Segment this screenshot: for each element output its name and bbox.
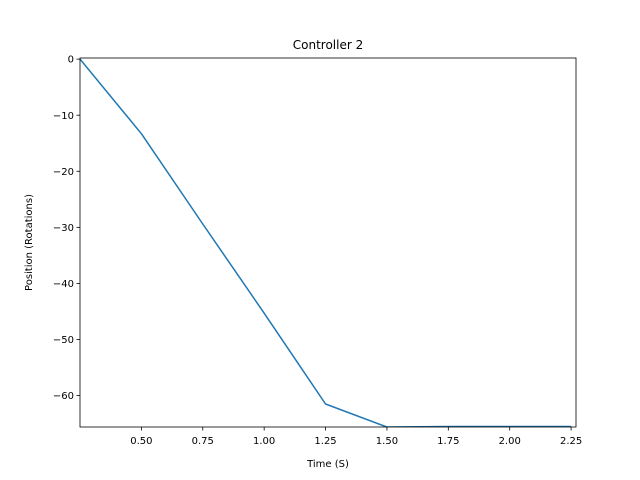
x-tick-label: 1.50 (376, 436, 398, 447)
x-tick-label: 1.75 (437, 436, 459, 447)
y-tick-label: −60 (53, 391, 74, 402)
series-line-1 (80, 58, 572, 427)
chart-title: Controller 2 (293, 38, 363, 52)
y-tick-label: −40 (53, 279, 74, 290)
y-axis-ticks: 0 −10 −20 −30 −40 −50 −60 (53, 55, 80, 402)
x-tick-label: 1.25 (314, 436, 336, 447)
x-tick-label: 0.75 (192, 436, 214, 447)
x-tick-label: 2.25 (560, 436, 582, 447)
x-axis-ticks: 0.50 0.75 1.00 1.25 1.50 1.75 2.00 2.25 (130, 427, 582, 447)
plot-area (80, 58, 572, 427)
y-tick-label: −50 (53, 335, 74, 346)
x-tick-label: 0.50 (130, 436, 152, 447)
x-axis-label: Time (S) (306, 459, 349, 470)
y-tick-label: −30 (53, 223, 74, 234)
y-axis-label: Position (Rotations) (24, 194, 35, 291)
y-tick-label: −20 (53, 167, 74, 178)
y-tick-label: 0 (68, 55, 74, 66)
x-tick-label: 1.00 (253, 436, 275, 447)
axes-frame (79, 57, 577, 428)
y-tick-label: −10 (53, 111, 74, 122)
x-tick-label: 2.00 (499, 436, 521, 447)
